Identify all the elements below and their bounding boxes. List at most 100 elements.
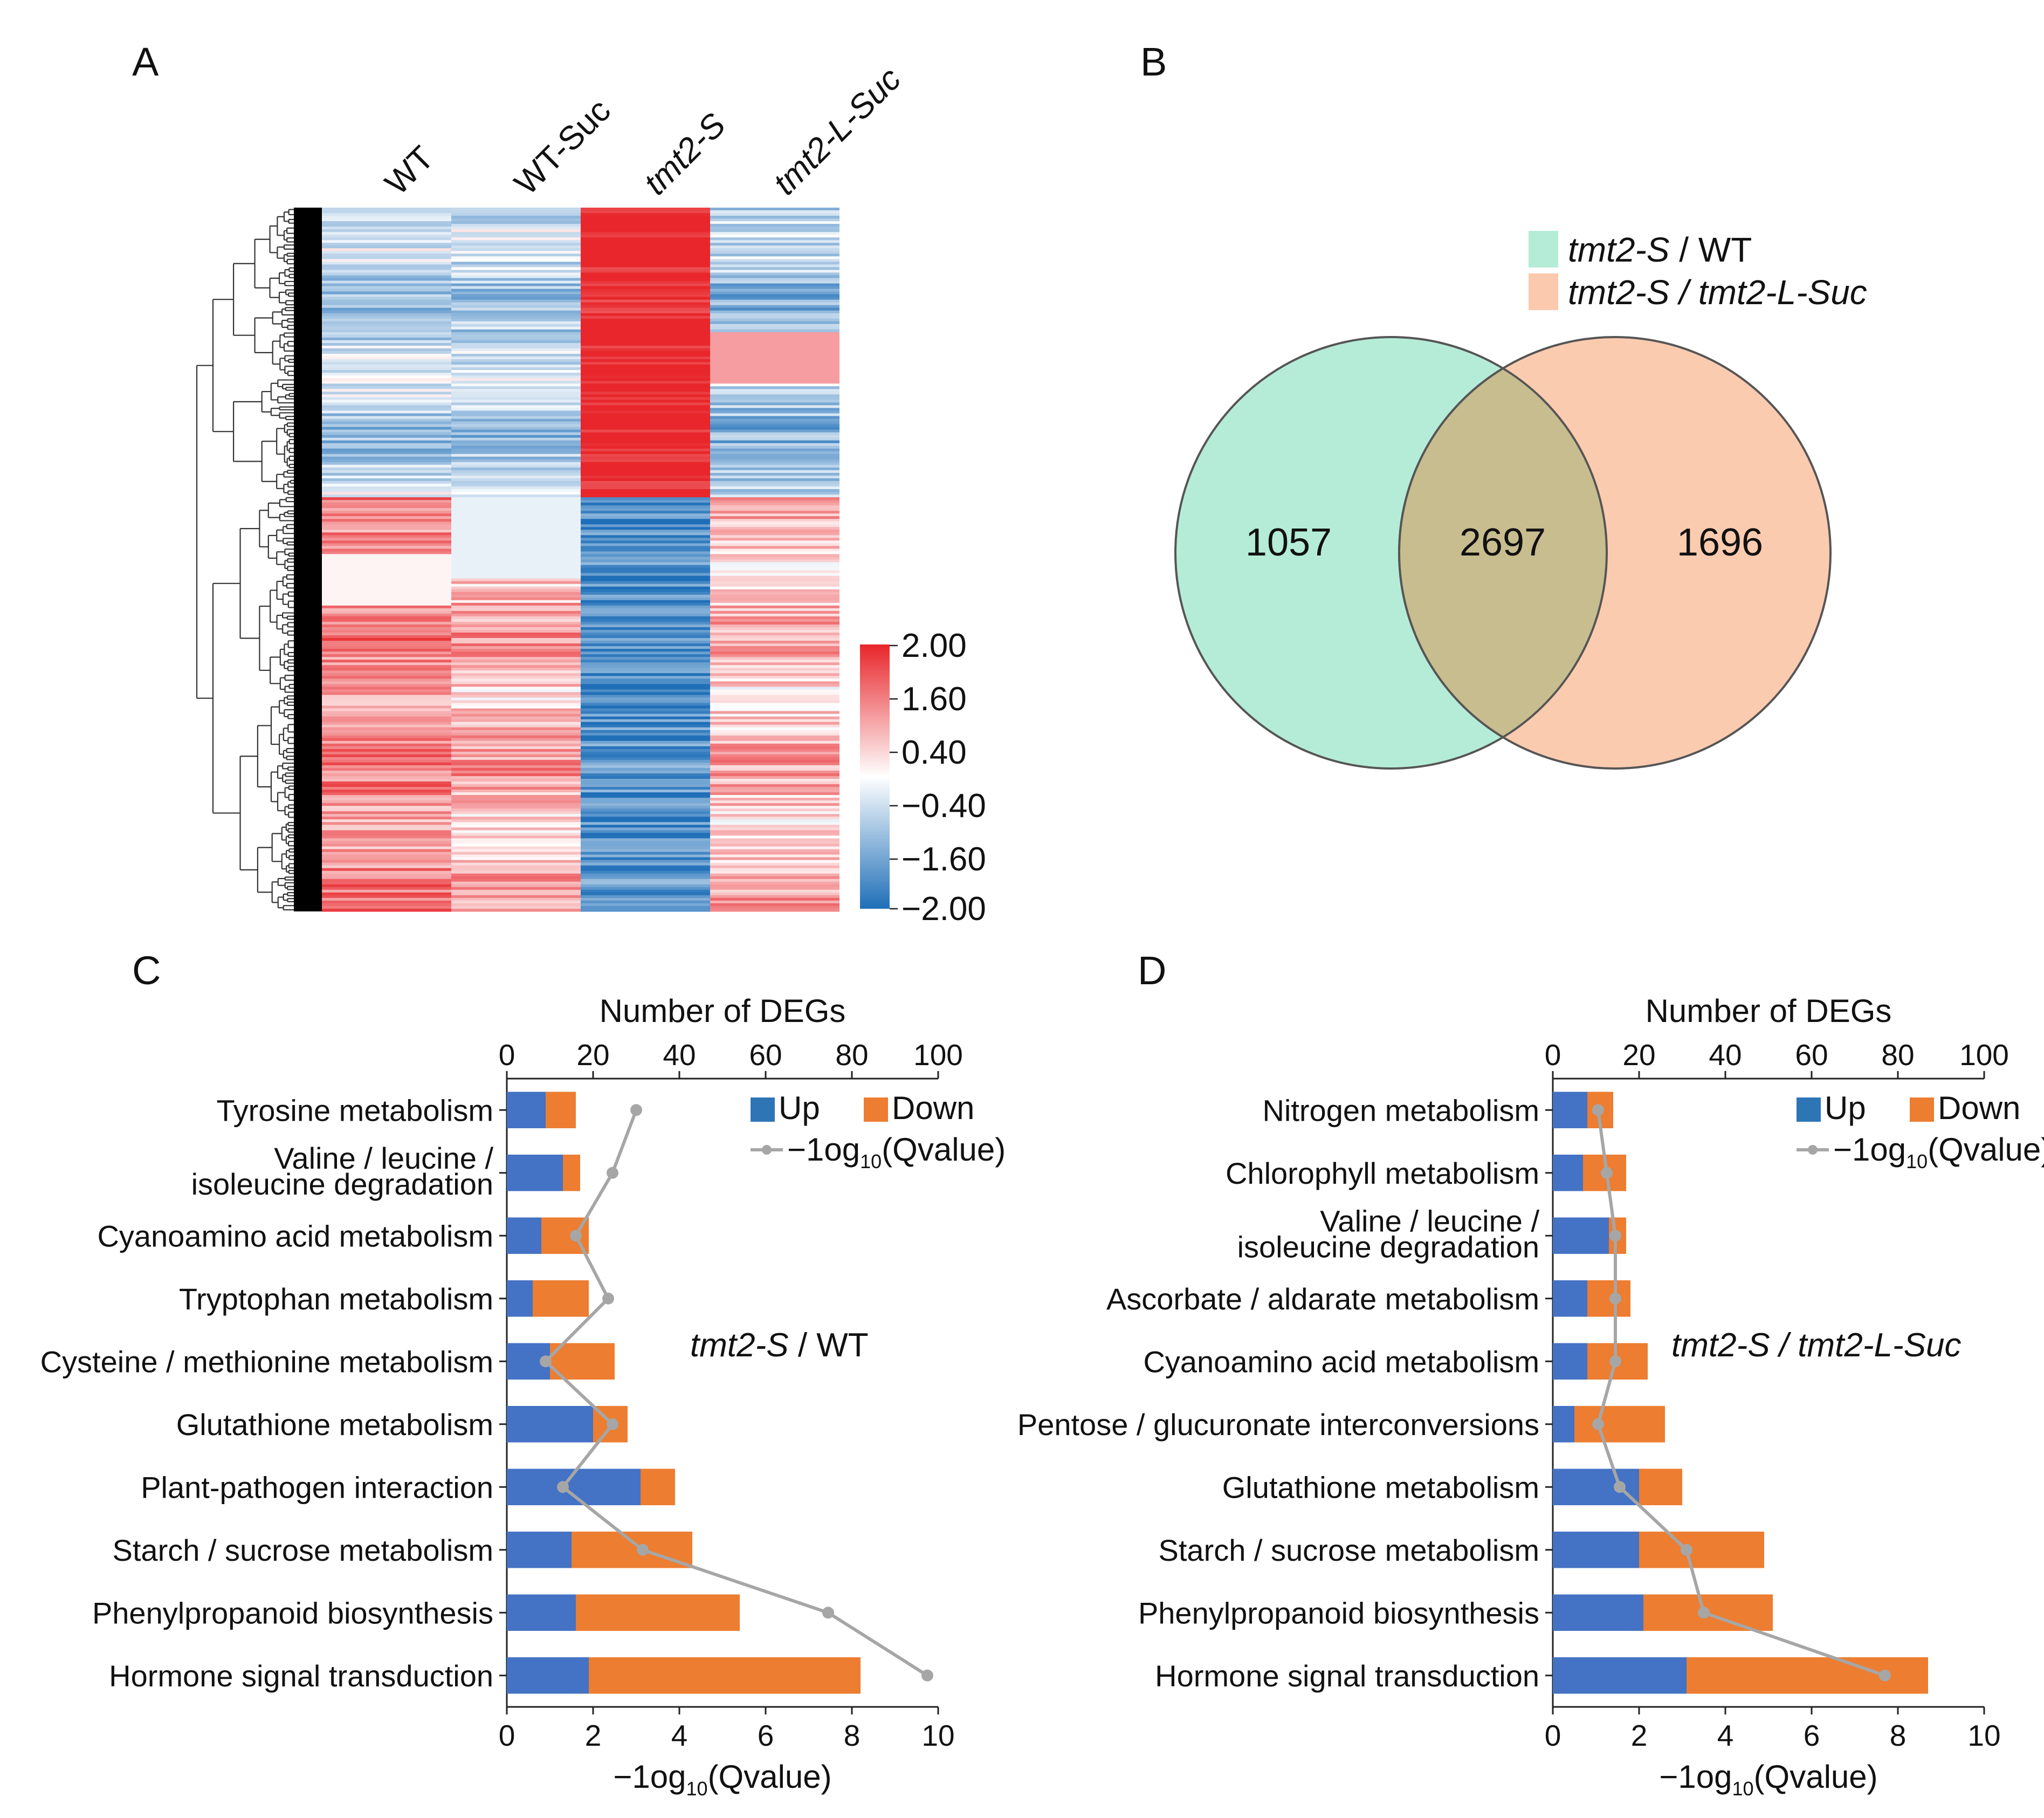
heatmap-cell: [710, 641, 839, 644]
heatmap-cell: [451, 432, 581, 436]
heatmap-cell: [710, 841, 839, 845]
heatmap-cell: [322, 429, 451, 433]
heatmap-cell: [581, 278, 710, 282]
panel-b: B tmt2-S / WT tmt2-S / tmt2-L-Suc 1057 269…: [1140, 39, 1867, 770]
heatmap-cell: [710, 630, 839, 633]
qvalue-point: [637, 1543, 649, 1556]
heatmap-cell: [451, 873, 581, 877]
heatmap-cell: [710, 835, 839, 839]
heatmap-cell: [710, 326, 839, 330]
heatmap-cell: [451, 489, 581, 492]
heatmap-cell: [581, 602, 710, 606]
heatmap-cell: [581, 289, 710, 292]
qvalue-point: [822, 1607, 834, 1619]
heatmap-cell: [451, 787, 581, 790]
heatmap-cell: [710, 665, 839, 668]
heatmap-cell: [710, 313, 839, 317]
heatmap-cell: [451, 527, 581, 530]
heatmap-cell: [581, 838, 710, 842]
heatmap-cell: [581, 443, 710, 447]
heatmap-cell: [451, 315, 581, 319]
heatmap-cell: [451, 513, 581, 517]
heatmap-cell: [451, 289, 581, 292]
heatmap-cell: [710, 543, 839, 546]
top-axis-tick-label: 20: [1622, 1038, 1655, 1072]
heatmap-cell: [451, 589, 581, 593]
heatmap-cell: [322, 299, 451, 303]
heatmap-cell: [581, 451, 710, 455]
heatmap-cell: [322, 843, 451, 847]
heatmap-cell: [710, 695, 839, 698]
bottom-axis-title: −1og10(Qvalue): [1659, 1759, 1877, 1800]
heatmap-cell: [322, 437, 451, 441]
heatmap-cell: [710, 307, 839, 311]
heatmap-cell: [322, 237, 451, 241]
heatmap-cell: [710, 559, 839, 563]
heatmap-cell: [451, 602, 581, 606]
heatmap-cell: [581, 771, 710, 774]
heatmap-cell: [710, 708, 839, 712]
heatmap-cell: [581, 900, 710, 904]
heatmap-cell: [322, 445, 451, 449]
heatmap-cell: [581, 232, 710, 235]
heatmap-cell: [710, 394, 839, 397]
heatmap-cell: [322, 602, 451, 606]
heatmap-cell: [581, 251, 710, 254]
heatmap-cell: [710, 846, 839, 850]
heatmap-cell: [710, 594, 839, 598]
heatmap-cell: [322, 354, 451, 357]
heatmap-cell: [322, 451, 451, 455]
heatmap-cell: [322, 232, 451, 235]
heatmap-cell: [710, 808, 839, 812]
heatmap-cell: [322, 825, 451, 828]
heatmap-cell: [710, 272, 839, 276]
heatmap-cell: [581, 370, 710, 373]
heatmap-cell: [581, 559, 710, 563]
heatmap-cell: [451, 841, 581, 845]
heatmap-cell: [581, 354, 710, 357]
heatmap-cell: [322, 600, 451, 603]
heatmap-cell: [581, 570, 710, 574]
heatmap-cell: [581, 470, 710, 474]
category-label: Phenylpropanoid biosynthesis: [92, 1596, 493, 1630]
heatmap-cell: [581, 776, 710, 779]
heatmap-cell: [710, 381, 839, 384]
heatmap-cell: [451, 624, 581, 628]
heatmap-cell: [710, 662, 839, 666]
heatmap-cell: [581, 565, 710, 568]
heatmap-cell: [581, 879, 710, 882]
heatmap-cell: [451, 567, 581, 571]
heatmap-cell: [710, 822, 839, 825]
heatmap-cell: [581, 548, 710, 552]
heatmap-cell: [322, 800, 451, 804]
heatmap-cell: [322, 762, 451, 766]
heatmap-cell: [322, 876, 451, 880]
heatmap-cell: [322, 227, 451, 230]
heatmap-cell: [581, 751, 710, 755]
heatmap-cell: [710, 806, 839, 809]
heatmap-cell: [451, 275, 581, 279]
heatmap-cell: [710, 472, 839, 476]
heatmap-cell: [581, 586, 710, 590]
heatmap-cell: [322, 218, 451, 222]
heatmap-cell: [322, 248, 451, 251]
heatmap-cell: [322, 689, 451, 693]
heatmap-cell: [451, 508, 581, 511]
heatmap-cell: [710, 235, 839, 238]
heatmap-cell: [451, 559, 581, 563]
heatmap-cell: [581, 613, 710, 617]
heatmap-cell: [581, 638, 710, 641]
heatmap-cell: [710, 581, 839, 585]
heatmap-cell: [322, 570, 451, 574]
heatmap-cell: [710, 400, 839, 403]
venn-legend-label: tmt2-S / tmt2-L-Suc: [1568, 273, 1867, 312]
heatmap-column-label: tmt2-L-Suc: [766, 60, 908, 202]
heatmap-cell: [581, 589, 710, 593]
heatmap-cell: [322, 803, 451, 806]
heatmap-cell: [322, 329, 451, 333]
heatmap-cell: [451, 235, 581, 238]
heatmap-cell: [451, 370, 581, 373]
heatmap-cell: [451, 419, 581, 422]
heatmap-cell: [581, 421, 710, 425]
heatmap-cell: [581, 903, 710, 907]
